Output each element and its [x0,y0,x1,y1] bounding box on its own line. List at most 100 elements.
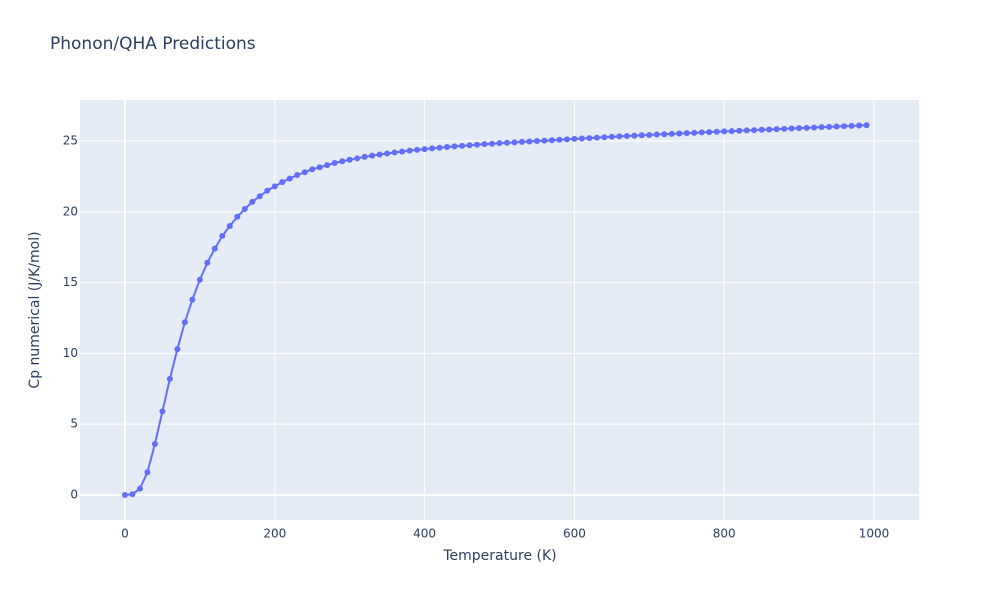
y-tick-label: 0 [70,487,78,501]
marker [818,124,825,131]
y-axis-title: Cp numerical (J/K/mol) [27,231,43,388]
marker [623,132,630,139]
marker [309,166,316,173]
marker [421,146,428,153]
marker [436,144,443,151]
marker [661,131,668,138]
marker [608,133,615,140]
y-tick-label: 5 [70,417,78,431]
marker [279,179,286,186]
marker [698,129,705,136]
marker [376,151,383,158]
marker [511,139,518,146]
marker [721,128,728,135]
marker [728,128,735,135]
marker [691,129,698,136]
marker [676,130,683,137]
marker [271,183,278,190]
y-tick-label: 25 [63,134,78,148]
marker [653,131,660,138]
x-tick-label: 600 [563,527,586,541]
marker [556,136,563,143]
marker [361,153,368,160]
marker [174,346,181,353]
marker [601,134,608,141]
marker [788,125,795,132]
marker [241,205,248,212]
marker [384,150,391,157]
y-tick-label: 10 [63,346,78,360]
marker [563,136,570,143]
marker [518,138,525,145]
marker [503,139,510,146]
marker [189,296,196,303]
marker [346,156,353,163]
marker [444,143,451,150]
marker [121,491,128,498]
y-tick-label: 20 [63,204,78,218]
marker [856,122,863,129]
x-tick-label: 400 [413,527,436,541]
marker [451,143,458,150]
marker [204,259,211,266]
marker [256,193,263,200]
marker [301,169,308,176]
marker [196,276,203,283]
marker [863,122,870,129]
marker [848,122,855,129]
marker [766,126,773,133]
marker [683,130,690,137]
chart-title: Phonon/QHA Predictions [50,34,256,54]
marker [129,491,136,498]
marker [159,408,166,415]
marker [796,125,803,132]
marker [481,141,488,148]
plot-area [80,100,919,520]
marker [316,164,323,171]
marker [526,138,533,145]
marker [646,131,653,138]
marker [286,175,293,182]
marker [571,135,578,142]
marker [406,147,413,154]
marker [811,124,818,131]
x-axis-title: Temperature (K) [442,548,556,564]
marker [414,146,421,153]
marker [616,133,623,140]
marker [736,127,743,134]
marker [264,187,271,194]
marker [399,148,406,155]
marker [758,126,765,133]
marker [466,142,473,149]
marker [826,123,833,130]
x-tick-label: 800 [713,527,736,541]
marker [234,213,241,220]
y-tick-label: 15 [63,275,78,289]
marker [331,159,338,166]
marker [578,135,585,142]
marker [181,319,188,326]
marker [533,138,540,145]
marker [548,137,555,144]
marker [339,158,346,165]
x-tick-label: 0 [121,527,129,541]
x-tick-label: 200 [263,527,286,541]
marker [668,130,675,137]
marker [226,222,233,229]
marker [249,198,256,205]
marker [638,132,645,139]
marker [136,485,143,492]
marker [324,162,331,169]
marker [541,137,548,144]
marker [474,141,481,148]
marker [166,375,173,382]
marker [369,152,376,159]
line [124,124,867,496]
marker [833,123,840,130]
marker [211,245,218,252]
marker [496,140,503,147]
marker [151,440,158,447]
marker [219,232,226,239]
marker [593,134,600,141]
